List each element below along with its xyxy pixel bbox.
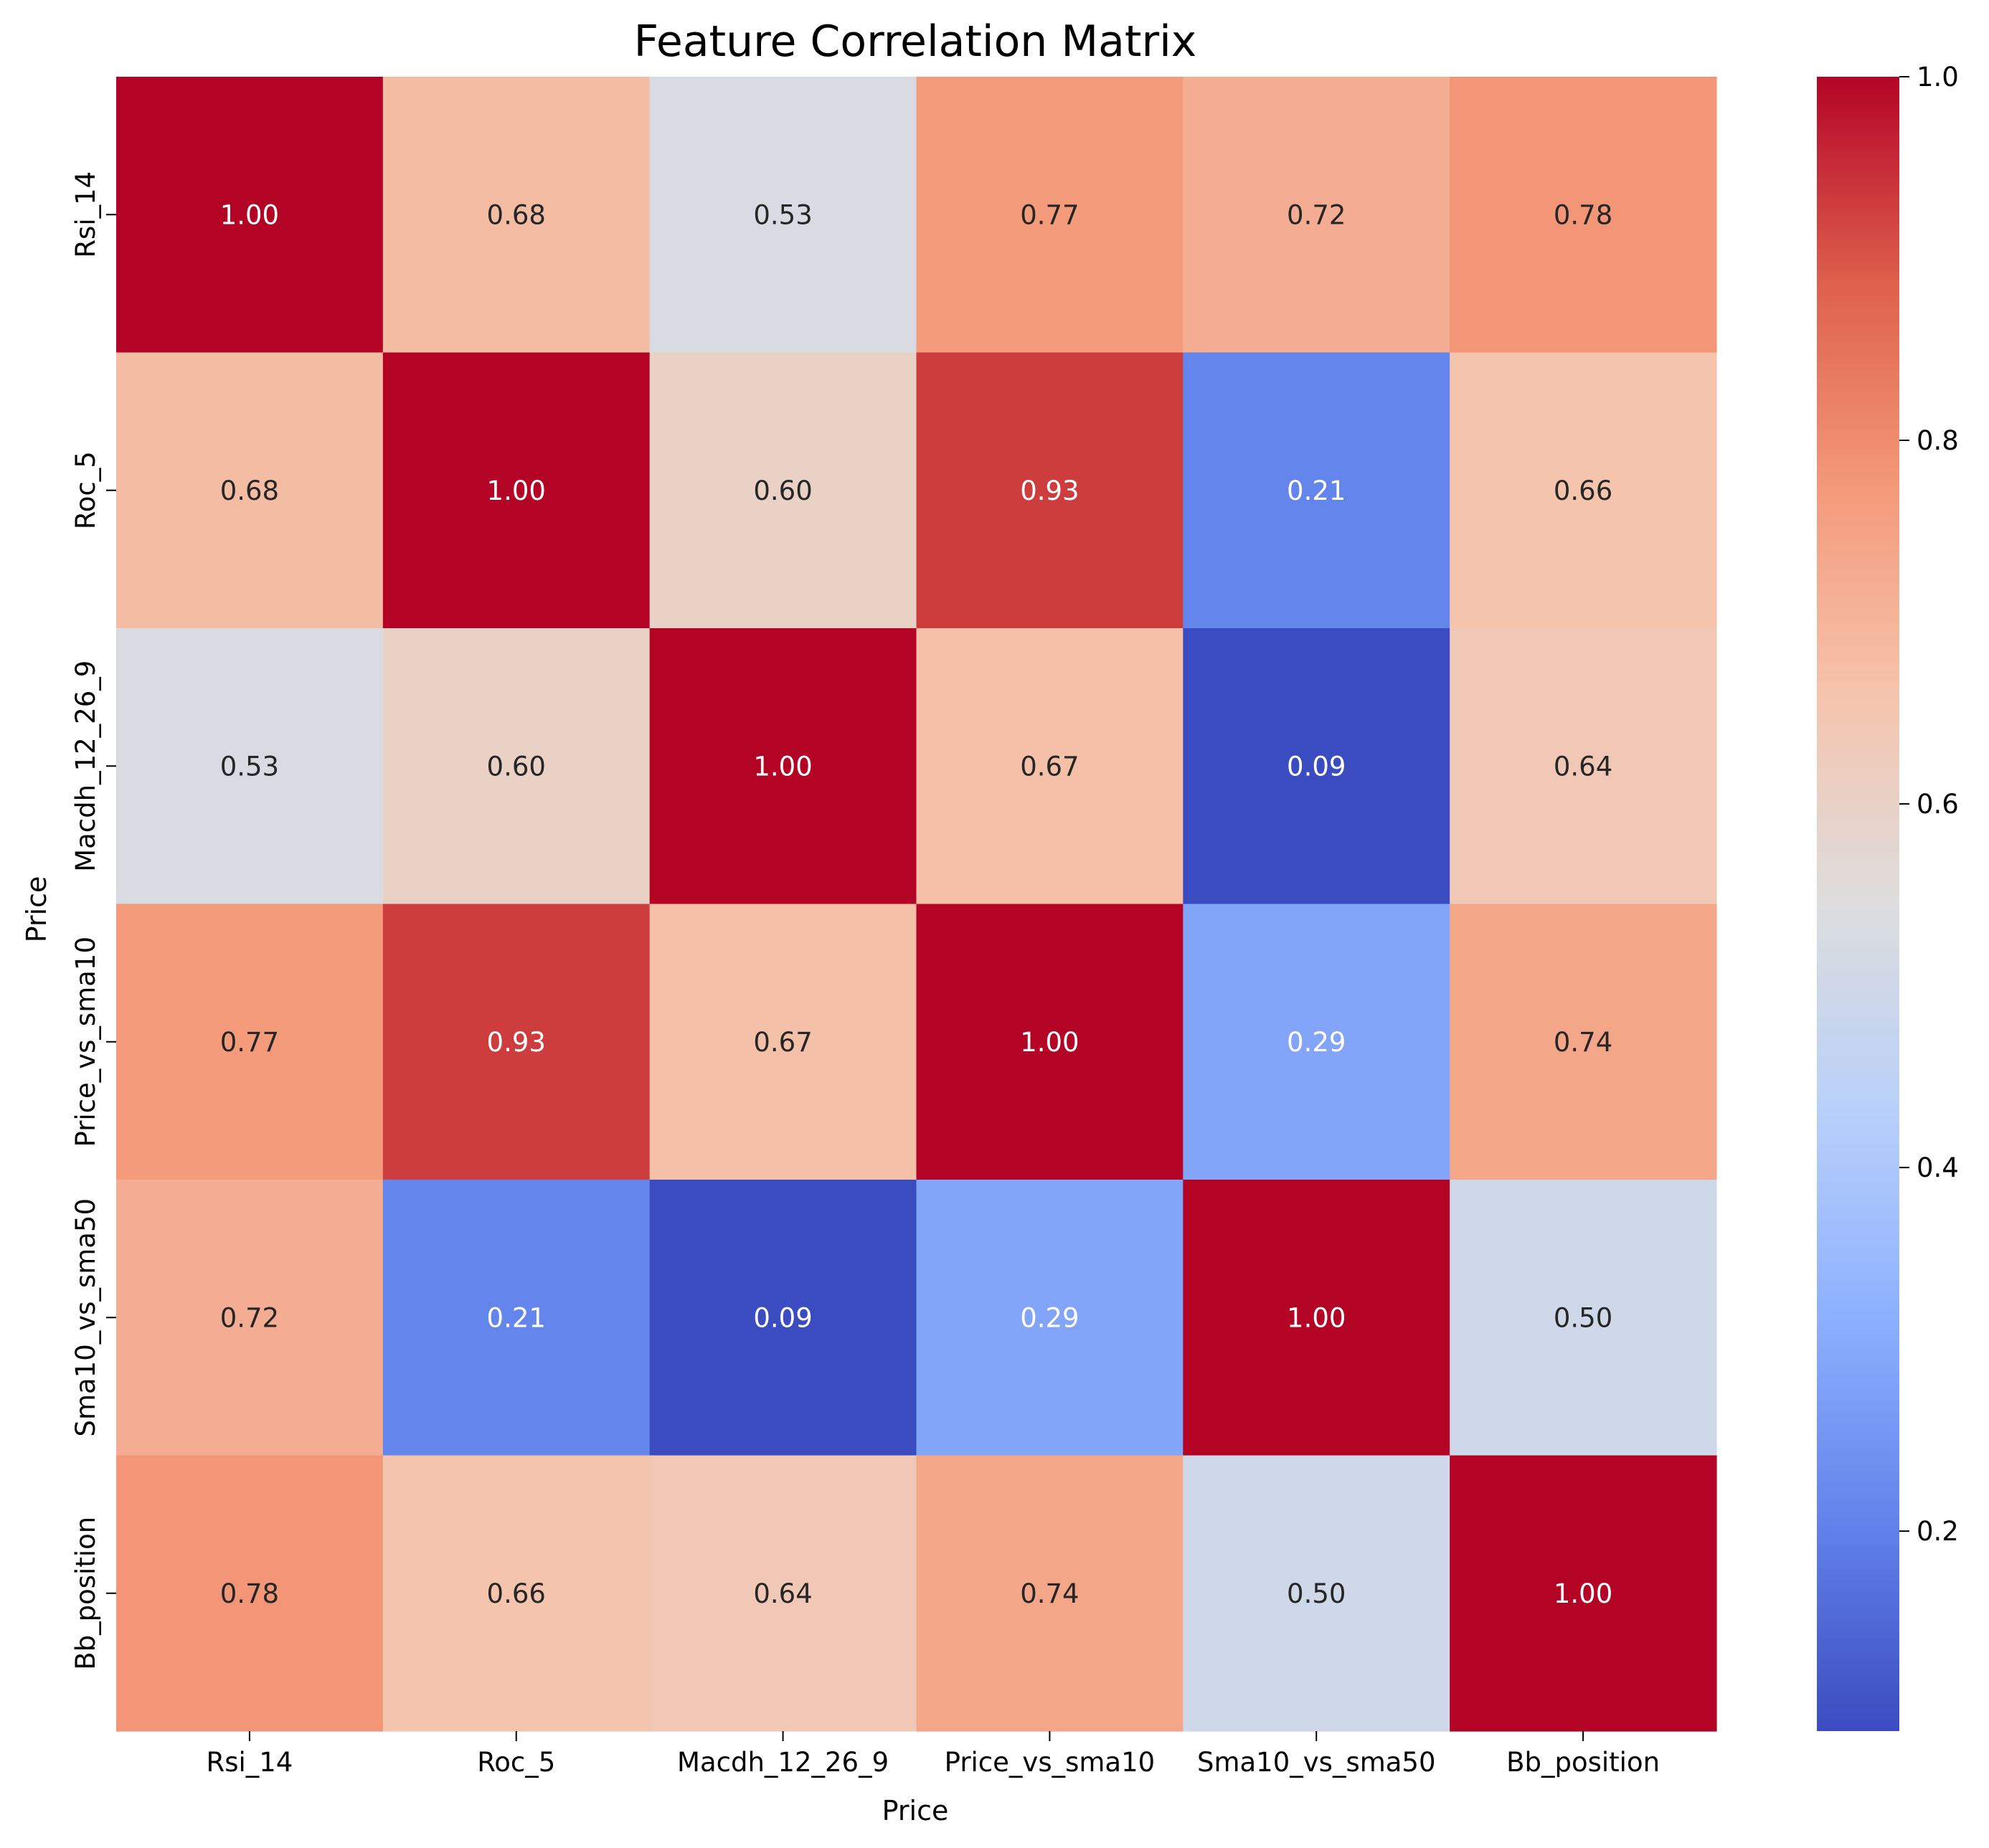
heatmap-cell <box>1183 1180 1450 1456</box>
cell-value-label: 0.29 <box>1287 1027 1346 1058</box>
cell-value-label: 0.77 <box>220 1027 279 1058</box>
cell-value-label: 0.66 <box>1554 475 1612 506</box>
heatmap-cell <box>649 1180 917 1456</box>
cell-value-label: 0.64 <box>753 1578 812 1609</box>
y-tick-label: Rsi_14 <box>70 171 101 258</box>
heatmap-cell <box>116 352 384 629</box>
cell-value-label: 1.00 <box>753 751 812 782</box>
heatmap-cell <box>1450 1455 1717 1732</box>
cell-value-label: 0.74 <box>1020 1578 1079 1609</box>
cell-value-label: 1.00 <box>1554 1578 1612 1609</box>
y-tick-label: Macdh_12_26_9 <box>70 660 101 872</box>
heatmap-cell <box>382 1455 651 1732</box>
cell-value-label: 0.72 <box>220 1302 279 1333</box>
heatmap-cell <box>1183 1455 1450 1732</box>
heatmap-cell <box>1450 904 1717 1180</box>
heatmap-cell <box>916 628 1184 905</box>
cell-value-label: 1.00 <box>487 475 546 506</box>
cell-value-label: 0.72 <box>1287 199 1346 230</box>
cell-value-label: 0.50 <box>1554 1302 1612 1333</box>
heatmap-cell <box>382 352 651 629</box>
heatmap-cell <box>649 904 917 1180</box>
heatmap-cell <box>649 1455 917 1732</box>
cell-value-label: 0.53 <box>753 199 812 230</box>
heatmap-cell <box>916 352 1184 629</box>
cell-value-label: 0.09 <box>753 1302 812 1333</box>
x-tick-label: Bb_position <box>1506 1747 1660 1778</box>
chart-title: Feature Correlation Matrix <box>634 16 1197 67</box>
x-tick-label: Macdh_12_26_9 <box>677 1747 889 1778</box>
cell-value-label: 0.74 <box>1554 1027 1612 1058</box>
heatmap-cell <box>382 628 651 905</box>
heatmap-cell <box>382 904 651 1180</box>
cell-value-label: 0.93 <box>1020 475 1079 506</box>
heatmap-cell <box>1183 628 1450 905</box>
heatmap-cell <box>116 1180 384 1456</box>
heatmap-cell <box>116 628 384 905</box>
cell-value-label: 0.67 <box>1020 751 1079 782</box>
heatmap-cell <box>916 1180 1184 1456</box>
cell-annotations: 1.00 0.68 0.53 0.77 0.72 0.78 0.68 1.00 0.60 0.93… <box>220 199 1613 1609</box>
y-axis-label: Price <box>21 876 52 943</box>
cell-value-label: 1.00 <box>1020 1027 1079 1058</box>
cell-value-label: 0.60 <box>487 751 546 782</box>
heatmap-cell <box>649 352 917 629</box>
x-tick-label: Sma10_vs_sma50 <box>1197 1747 1436 1778</box>
colorbar: 0.2 0.4 0.6 0.8 1.0 <box>1817 62 1959 1731</box>
y-tick-label: Roc_5 <box>70 451 101 529</box>
cell-value-label: 0.77 <box>1020 199 1079 230</box>
heatmap-cell <box>382 77 651 354</box>
cell-value-label: 0.60 <box>753 475 812 506</box>
heatmap-cell <box>1183 904 1450 1180</box>
cell-value-label: 1.00 <box>220 199 279 230</box>
cell-value-label: 0.09 <box>1287 751 1346 782</box>
cell-value-label: 0.67 <box>753 1027 812 1058</box>
colorbar-tick-label: 0.2 <box>1917 1516 1959 1547</box>
colorbar-tick-label: 1.0 <box>1917 62 1959 93</box>
cell-value-label: 0.21 <box>487 1302 546 1333</box>
heatmap-cell <box>116 77 384 354</box>
colorbar-tick-label: 0.8 <box>1917 425 1959 456</box>
x-tick-label: Price_vs_sma10 <box>945 1747 1156 1778</box>
cell-value-label: 0.68 <box>220 475 279 506</box>
cell-value-label: 0.78 <box>1554 199 1612 230</box>
colorbar-gradient <box>1817 77 1899 1731</box>
x-tick-label: Roc_5 <box>477 1747 555 1778</box>
cell-value-label: 0.93 <box>487 1027 546 1058</box>
heatmap-cells <box>116 77 1717 1732</box>
x-axis: Rsi_14 Roc_5 Macdh_12_26_9 Price_vs_sma10 Sm… <box>206 1731 1660 1778</box>
cell-value-label: 0.29 <box>1020 1302 1079 1333</box>
heatmap-cell <box>649 77 917 354</box>
cell-value-label: 0.21 <box>1287 475 1346 506</box>
colorbar-tick-label: 0.4 <box>1917 1152 1959 1183</box>
heatmap-cell <box>1450 1180 1717 1456</box>
y-axis: Rsi_14 Roc_5 Macdh_12_26_9 Price_vs_sma10 Sm… <box>70 171 116 1670</box>
heatmap-cell <box>649 628 917 905</box>
cell-value-label: 0.66 <box>487 1578 546 1609</box>
heatmap-cell <box>116 1455 384 1732</box>
heatmap-cell <box>1450 628 1717 905</box>
y-tick-label: Sma10_vs_sma50 <box>70 1198 101 1437</box>
y-tick-label: Price_vs_sma10 <box>70 937 101 1147</box>
cell-value-label: 0.68 <box>487 199 546 230</box>
cell-value-label: 0.50 <box>1287 1578 1346 1609</box>
x-axis-label: Price <box>882 1795 949 1826</box>
cell-value-label: 0.53 <box>220 751 279 782</box>
x-tick-label: Rsi_14 <box>206 1747 293 1778</box>
heatmap-cell <box>1183 352 1450 629</box>
heatmap-cell <box>916 904 1184 1180</box>
heatmap-cell <box>916 77 1184 354</box>
cell-value-label: 0.64 <box>1554 751 1612 782</box>
heatmap-cell <box>1183 77 1450 354</box>
cell-value-label: 1.00 <box>1287 1302 1346 1333</box>
cell-value-label: 0.78 <box>220 1578 279 1609</box>
heatmap-cell <box>382 1180 651 1456</box>
colorbar-tick-label: 0.6 <box>1917 789 1959 820</box>
heatmap-cell <box>1450 77 1717 354</box>
heatmap-cell <box>916 1455 1184 1732</box>
y-tick-label: Bb_position <box>70 1517 101 1670</box>
heatmap-cell <box>1450 352 1717 629</box>
heatmap-cell <box>116 904 384 1180</box>
